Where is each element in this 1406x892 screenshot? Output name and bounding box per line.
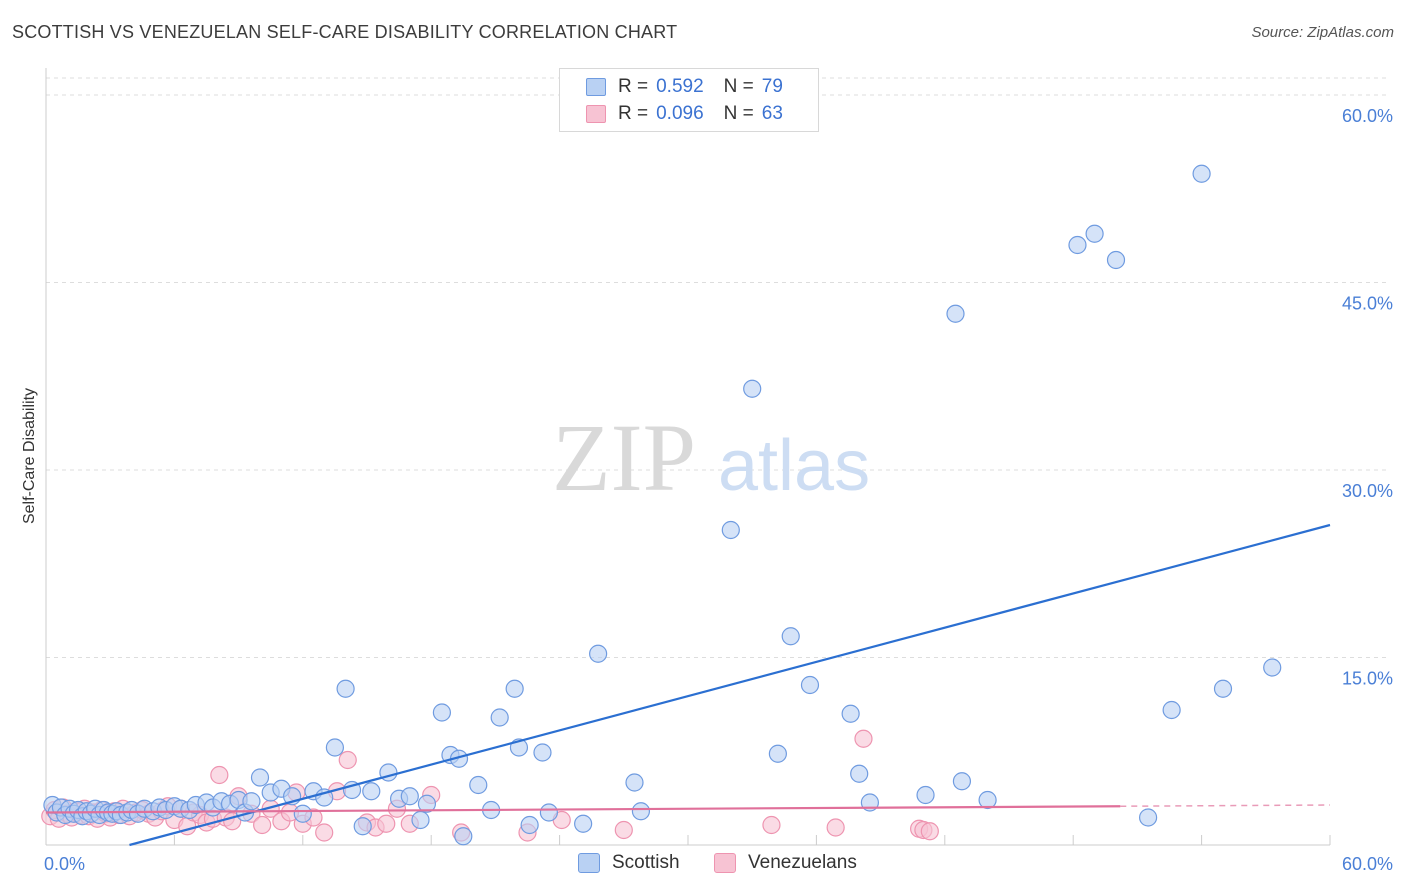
scottish-r-value: 0.592 bbox=[656, 76, 704, 97]
scottish-point bbox=[469, 775, 488, 795]
x-tick-label: 60.0% bbox=[1342, 854, 1393, 874]
venezuelan-swatch bbox=[714, 853, 736, 873]
trend-lines bbox=[45, 523, 1331, 847]
scottish-point bbox=[721, 520, 740, 540]
scottish-swatch bbox=[578, 853, 600, 873]
scottish-point bbox=[336, 679, 355, 698]
source-label: Source: ZipAtlas.com bbox=[1251, 24, 1394, 41]
scottish-point bbox=[1263, 658, 1282, 677]
venezuelan-point bbox=[762, 815, 781, 835]
y-axis-label: Self-Care Disability bbox=[21, 388, 38, 524]
y-tick-label: 60.0% bbox=[1342, 106, 1393, 126]
venezuelan-point bbox=[253, 815, 272, 835]
scottish-point bbox=[432, 703, 451, 722]
scottish-point bbox=[1213, 679, 1233, 698]
scottish-point bbox=[1106, 250, 1126, 270]
venezuelan-trend-extension bbox=[1120, 804, 1331, 807]
scottish-point bbox=[505, 679, 524, 698]
venezuelan-point bbox=[854, 729, 873, 748]
watermark-atlas: atlas bbox=[718, 426, 870, 506]
scottish-swatch bbox=[586, 78, 606, 96]
scottish-point bbox=[250, 768, 270, 787]
scottish-point bbox=[1192, 164, 1211, 183]
legend-row-scottish: R = 0.592 N = 79 bbox=[586, 75, 783, 99]
venezuelan-n-value: 63 bbox=[761, 103, 783, 124]
scottish-point bbox=[293, 804, 312, 823]
bottom-legend: Scottish Venezuelans bbox=[0, 852, 1406, 878]
scottish-point bbox=[1068, 235, 1087, 255]
venezuelan-swatch bbox=[586, 105, 606, 123]
r-label: R = bbox=[618, 103, 649, 124]
r-label: R = bbox=[618, 76, 649, 97]
venezuelan-point bbox=[377, 814, 396, 833]
scottish-point bbox=[589, 644, 608, 663]
venezuelan-point bbox=[338, 750, 357, 770]
scottish-point bbox=[325, 738, 344, 757]
venezuelan-points bbox=[41, 729, 939, 842]
scottish-point bbox=[362, 782, 381, 801]
scottish-point bbox=[353, 817, 372, 836]
scottish-point bbox=[242, 792, 261, 811]
watermark-zip: ZIP bbox=[552, 404, 696, 511]
bottom-legend-venezuelans: Venezuelans bbox=[714, 852, 857, 874]
venezuelans-label: Venezuelans bbox=[748, 852, 857, 873]
scottish-point bbox=[978, 790, 997, 810]
scottish-point bbox=[768, 744, 787, 763]
axes bbox=[45, 68, 1331, 846]
x-tick-label: 0.0% bbox=[44, 854, 85, 874]
scottish-point bbox=[533, 743, 552, 762]
venezuelan-r-value: 0.096 bbox=[656, 103, 704, 124]
scottish-point bbox=[625, 773, 644, 792]
x-tick-labels: 0.0% 60.0% bbox=[44, 854, 1393, 874]
scottish-label: Scottish bbox=[612, 852, 680, 873]
venezuelan-point bbox=[826, 818, 845, 837]
scottish-point bbox=[1138, 808, 1158, 827]
legend-row-venezuelan: R = 0.096 N = 63 bbox=[586, 102, 783, 126]
scottish-point bbox=[841, 704, 860, 723]
grid-lines bbox=[46, 77, 1390, 658]
y-tick-label: 45.0% bbox=[1342, 294, 1393, 314]
scottish-point bbox=[400, 787, 419, 806]
scottish-point bbox=[1085, 224, 1104, 243]
legend: R = 0.592 N = 79 R = 0.096 N = 63 bbox=[559, 68, 819, 132]
bottom-legend-scottish: Scottish bbox=[578, 852, 680, 874]
venezuelan-point bbox=[920, 822, 939, 841]
scottish-point bbox=[520, 815, 539, 835]
n-label: N = bbox=[723, 103, 754, 124]
venezuelan-point bbox=[315, 823, 334, 842]
scottish-n-value: 79 bbox=[761, 76, 783, 97]
y-tick-labels: 15.0% 30.0% 45.0% 60.0% bbox=[1342, 106, 1393, 689]
scottish-point bbox=[631, 802, 651, 821]
scottish-point bbox=[1162, 700, 1181, 720]
scottish-point bbox=[781, 627, 800, 646]
watermark: ZIP atlas bbox=[552, 404, 870, 511]
y-tick-label: 30.0% bbox=[1342, 481, 1393, 501]
scottish-point bbox=[952, 772, 972, 791]
n-label: N = bbox=[723, 76, 754, 97]
chart-title: SCOTTISH VS VENEZUELAN SELF-CARE DISABIL… bbox=[12, 22, 678, 42]
scottish-point bbox=[417, 794, 437, 813]
scottish-point bbox=[539, 803, 559, 822]
scottish-point bbox=[574, 814, 593, 833]
scottish-point bbox=[946, 304, 965, 323]
venezuelan-trend-line bbox=[45, 805, 1121, 814]
scottish-point bbox=[850, 764, 869, 783]
scottish-point bbox=[454, 827, 473, 846]
scottish-point bbox=[743, 379, 762, 398]
scottish-point bbox=[800, 675, 820, 695]
scottish-point bbox=[490, 708, 509, 727]
scottish-trend-line bbox=[129, 523, 1331, 847]
y-tick-label: 15.0% bbox=[1342, 669, 1393, 689]
venezuelan-point bbox=[614, 820, 633, 840]
venezuelan-point bbox=[210, 765, 229, 785]
scottish-point bbox=[916, 785, 935, 805]
scottish-point bbox=[411, 810, 430, 830]
